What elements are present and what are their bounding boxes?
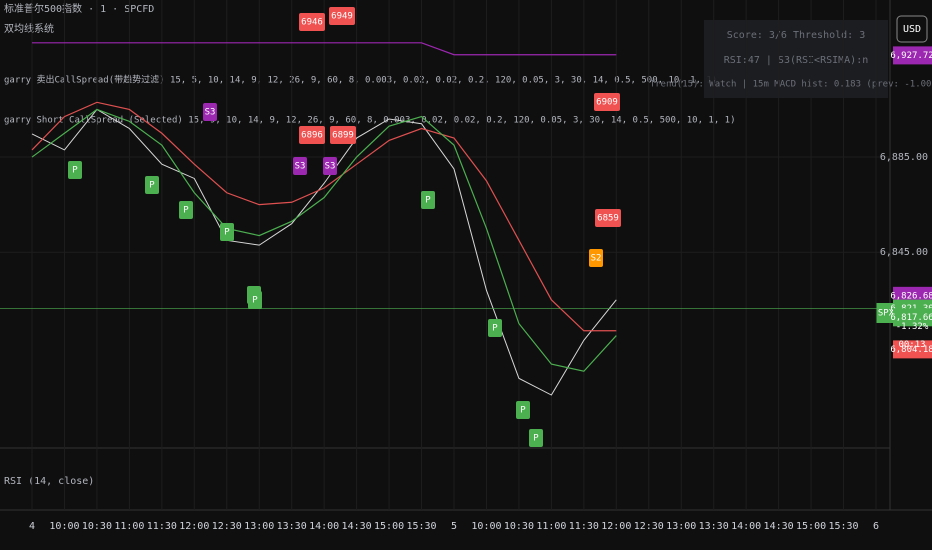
price-tag-label: 6,817.66 [890, 313, 932, 323]
x-tick-label: 11:30 [569, 521, 599, 532]
x-tick-label: 4 [29, 521, 35, 532]
signal-label: P [72, 166, 78, 176]
x-tick-label: 15:30 [406, 521, 436, 532]
signal-badge [594, 93, 620, 111]
symbol-tag [876, 303, 896, 323]
x-tick-label: 15:30 [828, 521, 858, 532]
price-tag [893, 46, 932, 65]
x-tick-label: 13:30 [277, 521, 307, 532]
indicator-label: garry Short CallSpread (Selected) 15, 9,… [4, 116, 736, 126]
signal-label: P [425, 196, 431, 206]
price-tag [893, 340, 932, 359]
x-tick-label: 5 [451, 521, 457, 532]
x-tick-label: 10:30 [504, 521, 534, 532]
info-line: RSI:47 | S3(RSI<RSIMA):n [724, 55, 869, 66]
signal-badge [179, 201, 193, 219]
signal-badge [329, 7, 355, 25]
signal-label: S3 [205, 108, 216, 118]
signal-badge [323, 157, 337, 175]
x-tick-label: 15:00 [374, 521, 404, 532]
x-tick-label: 15:00 [796, 521, 826, 532]
signal-badge [595, 209, 621, 227]
currency-button[interactable] [896, 15, 928, 43]
signal-badge [529, 429, 543, 447]
x-tick-label: 14:30 [342, 521, 372, 532]
x-tick-label: 6 [873, 521, 879, 532]
info-line: Trend(15): Watch | 15m MACD hist: 0.183 … [650, 80, 932, 90]
signal-label: P [533, 434, 539, 444]
series-line [31, 101, 617, 332]
x-tick-label: 11:00 [114, 521, 144, 532]
x-tick-label: 12:30 [634, 521, 664, 532]
signal-badge [516, 401, 530, 419]
info-line: Score: 3/6 Threshold: 3 [727, 30, 865, 41]
signal-label: P [520, 406, 526, 416]
signal-label: S3 [325, 162, 336, 172]
series-line [32, 42, 617, 56]
price-tag-label: 6,927.72 [890, 51, 932, 61]
info-box [704, 20, 888, 98]
x-tick-label: 14:30 [764, 521, 794, 532]
price-tag-label: 6,804.18 [890, 345, 932, 355]
signal-label: P [492, 324, 498, 334]
signal-badge [68, 161, 82, 179]
change: -1.32% [896, 322, 929, 332]
price-tag [893, 308, 932, 327]
indicator-label: garry 卖出CallSpread(带趋势过滤) 15, 5, 10, 14,… [4, 74, 717, 86]
x-tick-label: 13:00 [244, 521, 274, 532]
signal-label: P [252, 296, 258, 306]
countdown: 00:13 [898, 340, 925, 350]
signal-badge [145, 176, 159, 194]
signal-badge [220, 223, 234, 241]
x-tick-label: 10:00 [49, 521, 79, 532]
signal-label: P [224, 228, 230, 238]
x-tick-label: 13:30 [699, 521, 729, 532]
signal-label: 6949 [331, 12, 353, 22]
y-tick-label: 6,845.00 [880, 247, 928, 258]
signal-label: S3 [295, 162, 306, 172]
series-line [31, 108, 617, 396]
price-tag-label: 6,826.68 [890, 291, 932, 301]
x-tick-label: 12:00 [601, 521, 631, 532]
signal-label: 6899 [332, 131, 354, 141]
chart-subtitle: 双均线系统 [4, 22, 54, 35]
x-tick-label: 11:00 [536, 521, 566, 532]
signal-label: 6896 [301, 131, 323, 141]
signal-label: 6909 [596, 98, 618, 108]
signal-label: 6859 [597, 214, 619, 224]
signal-label: 6946 [301, 18, 323, 28]
x-tick-label: 11:30 [147, 521, 177, 532]
x-tick-label: 10:00 [471, 521, 501, 532]
signal-label: P [149, 181, 155, 191]
signal-badge [299, 126, 325, 144]
x-tick-label: 14:00 [731, 521, 761, 532]
signal-badge [589, 249, 603, 267]
signal-badge [248, 291, 262, 309]
x-tick-label: 10:30 [82, 521, 112, 532]
signal-label: P [183, 206, 189, 216]
signal-badge [488, 319, 502, 337]
x-tick-label: 14:00 [309, 521, 339, 532]
signal-badge [421, 191, 435, 209]
rsi-label: RSI (14, close) [4, 476, 94, 487]
signal-label: S2 [591, 254, 602, 264]
signal-badge [203, 103, 217, 121]
signal-badge [330, 126, 356, 144]
y-tick-label: 6,885.00 [880, 152, 928, 163]
signal-badge [299, 13, 325, 31]
series-line [31, 108, 617, 372]
x-tick-label: 12:00 [179, 521, 209, 532]
chart-title: 标准普尔500指数 · 1 · SPCFD [4, 2, 154, 15]
symbol: SPX [878, 309, 895, 319]
x-tick-label: 13:00 [666, 521, 696, 532]
x-tick-label: 12:30 [212, 521, 242, 532]
signal-badge [293, 157, 307, 175]
currency[interactable]: USD [903, 24, 921, 35]
